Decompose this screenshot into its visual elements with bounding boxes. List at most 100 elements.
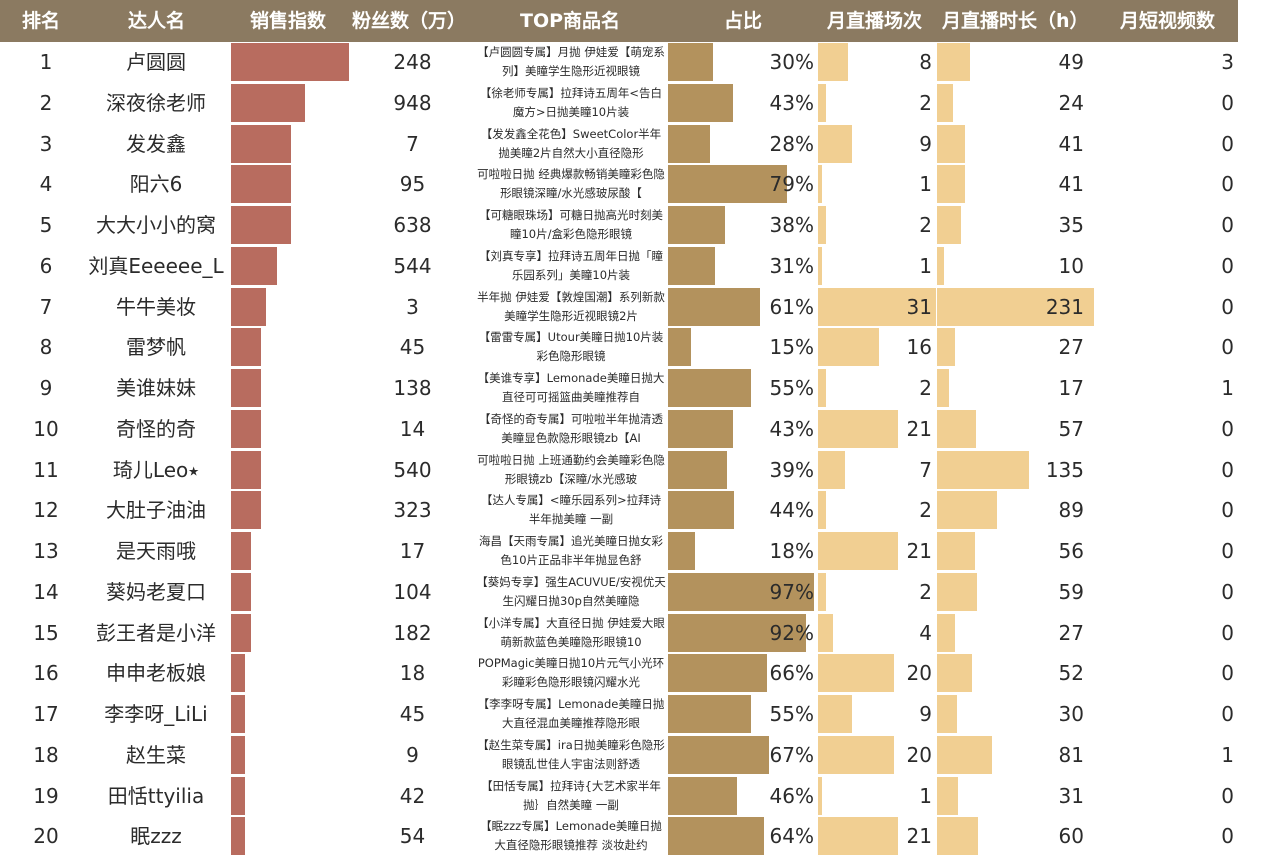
top-product-name: POPMagic美瞳日抛10片元气小光环彩瞳彩色隐形眼镜闪耀水光 [477, 656, 665, 690]
rank-cell: 12 [33, 498, 59, 523]
short-videos-value: 0 [1221, 661, 1234, 686]
top-product-name: 【雷雷专属】Utour美瞳日抛10片装彩色隐形眼镜 [478, 330, 664, 364]
share-label: 61% [769, 294, 814, 319]
influencer-name: 申申老板娘 [106, 661, 206, 686]
sales-index-bar [231, 124, 292, 163]
influencer-name: 眠zzz [130, 824, 182, 849]
live-sessions-bar [818, 695, 853, 733]
live-sessions-value: 2 [919, 498, 932, 523]
influencer-name: 大肚子油油 [106, 498, 206, 523]
share-bar [668, 654, 767, 693]
live-hours-bar [937, 572, 978, 611]
short-videos-value: 0 [1221, 335, 1234, 360]
live-sessions-bar [818, 817, 898, 856]
influencer-name: 田恬ttyilia [107, 783, 205, 808]
top-product-name: 【达人专属】<瞳乐园系列>拉拜诗半年抛美瞳 一副 [480, 493, 662, 527]
share-bar [668, 43, 713, 81]
fans-cell: 104 [393, 579, 432, 604]
influencer-name: 刘真Eeeeee_L [88, 253, 224, 278]
share-bar [668, 124, 710, 163]
table-row: 10 奇怪的奇 14 【奇怪的奇专属】可啦啦半年抛清透美瞳显色款隐形眼镜zb【AI 43… [0, 409, 1269, 450]
live-sessions-bar [818, 124, 853, 163]
live-sessions-bar [818, 491, 826, 530]
share-label: 64% [769, 824, 814, 849]
share-bar [668, 572, 814, 611]
table-row: 18 赵生菜 9 【赵生菜专属】ira日抛美瞳彩色隐形眼镜乱世佳人宇宙法则舒透 67% 2… [0, 735, 1269, 776]
sales-index-bar [231, 817, 246, 856]
sales-index-bar [231, 654, 246, 693]
fans-cell: 638 [393, 213, 432, 237]
influencer-name: 牛牛美妆 [116, 294, 196, 319]
live-hours-value: 27 [1058, 620, 1084, 645]
share-bar [668, 532, 695, 570]
rank-cell: 17 [33, 702, 59, 726]
rank-cell: 1 [39, 50, 53, 74]
top-product-name: 【徐老师专属】拉拜诗五周年<告白魔方>日抛美瞳10片装 [479, 85, 663, 119]
rank-cell: 8 [39, 335, 53, 360]
share-bar [668, 165, 787, 204]
rank-cell: 14 [33, 579, 59, 604]
live-hours-bar [937, 409, 976, 448]
influencer-name: 奇怪的奇 [116, 416, 196, 441]
top-product-name: 【田恬专属】拉拜诗{大艺术家半年抛｝自然美瞳 一副 [481, 778, 661, 812]
table-row: 20 眠zzz 54 【眠zzz专属】Lemonade美瞳日抛大直径隐形眼镜推荐 淡妆… [0, 816, 1269, 857]
share-label: 79% [769, 172, 814, 197]
table-row: 13 是天雨哦 17 海昌【天雨专属】追光美瞳日抛女彩色10片正品非半年抛显色舒 18%… [0, 531, 1269, 572]
live-hours-value: 10 [1058, 253, 1084, 278]
top-product-name: 【发发鑫全花色】SweetColor半年抛美瞳2片自然大小直径隐形 [480, 126, 662, 160]
influencer-name: 大大小小的窝 [96, 213, 216, 237]
fans-cell: 138 [393, 376, 432, 400]
table-row: 15 彭王者是小洋 182 【小洋专属】大直径日抛 伊娃爱大眼萌新款蓝色美瞳隐形眼镜1… [0, 613, 1269, 654]
live-sessions-bar [818, 776, 822, 815]
share-bar [668, 369, 751, 407]
influencer-name: 葵妈老夏口 [106, 579, 206, 604]
share-label: 15% [769, 335, 814, 360]
live-hours-value: 35 [1058, 213, 1084, 237]
table-body: 1 卢圆圆 248 【卢圆圆专属】月抛 伊娃爱【萌宠系列】美瞳学生隐形近视眼镜 30% 8… [0, 42, 1269, 857]
live-sessions-bar [818, 328, 879, 367]
share-label: 30% [769, 50, 814, 74]
share-label: 97% [769, 579, 814, 604]
share-label: 92% [769, 620, 814, 645]
influencer-name: 发发鑫 [126, 131, 186, 156]
live-hours-bar [937, 735, 993, 774]
live-hours-bar [937, 776, 959, 815]
live-sessions-bar [818, 654, 895, 693]
rank-cell: 2 [39, 90, 53, 115]
live-sessions-value: 31 [906, 294, 932, 319]
header-short-videos: 月短视频数 [1120, 10, 1216, 32]
top-product-name: 半年抛 伊娃爱【敦煌国潮】系列新款美瞳学生隐形近视眼镜2片 [477, 289, 665, 323]
header-live-sessions: 月直播场次 [827, 10, 923, 32]
live-hours-bar [937, 206, 961, 244]
live-hours-value: 89 [1058, 498, 1084, 523]
table-row: 7 牛牛美妆 3 半年抛 伊娃爱【敦煌国潮】系列新款美瞳学生隐形近视眼镜2片 61% 31… [0, 287, 1269, 328]
share-bar [668, 450, 727, 489]
header-top-product: TOP商品名 [520, 10, 621, 32]
share-label: 55% [769, 702, 814, 726]
share-label: 44% [769, 498, 814, 523]
live-sessions-bar [818, 572, 826, 611]
sales-index-bar [231, 776, 246, 815]
live-hours-value: 135 [1045, 457, 1084, 482]
live-hours-bar [937, 817, 978, 856]
rank-cell: 5 [39, 213, 53, 237]
share-label: 28% [769, 131, 814, 156]
short-videos-value: 0 [1221, 294, 1234, 319]
live-hours-value: 31 [1058, 783, 1084, 808]
share-bar [668, 328, 691, 367]
live-hours-value: 59 [1058, 579, 1084, 604]
top-product-name: 海昌【天雨专属】追光美瞳日抛女彩色10片正品非半年抛显色舒 [479, 534, 663, 567]
live-sessions-value: 21 [906, 416, 932, 441]
live-hours-value: 41 [1058, 172, 1084, 197]
live-sessions-value: 1 [919, 172, 932, 197]
live-hours-value: 17 [1058, 376, 1084, 400]
sales-index-bar [231, 369, 261, 407]
top-product-name: 【奇怪的奇专属】可啦啦半年抛清透美瞳显色款隐形眼镜zb【AI [479, 411, 663, 445]
live-hours-bar [937, 654, 973, 693]
live-sessions-value: 1 [919, 253, 932, 278]
share-bar [668, 246, 715, 285]
header-share: 占比 [724, 10, 763, 32]
top-product-name: 【刘真专享】拉拜诗五周年日抛「瞳乐园系列」美瞳10片装 [479, 248, 663, 282]
live-hours-value: 41 [1058, 131, 1084, 156]
share-bar [668, 409, 733, 448]
